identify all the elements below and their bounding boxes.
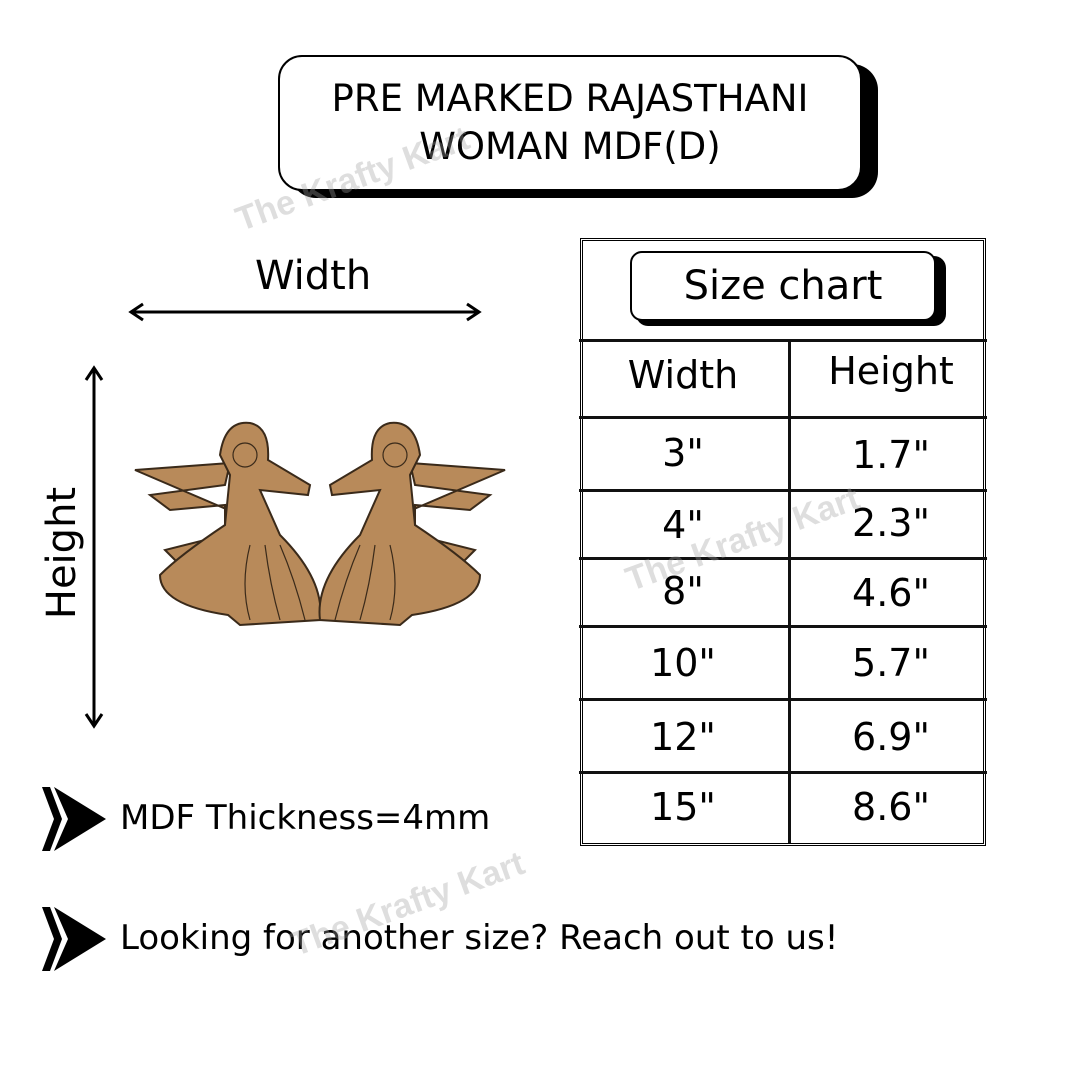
title-line-2: WOMAN MDF(D) [419, 125, 721, 168]
height-cell: 5.7" [852, 641, 930, 685]
width-label: Width [255, 253, 372, 299]
column-header-height: Height [828, 349, 954, 393]
width-cell: 10" [650, 641, 716, 685]
width-cell: 8" [662, 569, 704, 613]
height-arrow-icon [84, 365, 104, 729]
double-chevron-arrow-icon [42, 907, 106, 971]
title-line-1: PRE MARKED RAJASTHANI [331, 77, 809, 120]
size-chart-table: Width Height 3" 1.7" 4" 2.3" 8" 4.6" 10" 5.7… [579, 238, 987, 846]
double-chevron-arrow-icon [42, 787, 106, 851]
height-cell: 6.9" [852, 715, 930, 759]
height-cell: 1.7" [852, 433, 930, 477]
size-chart-title: Size chart [630, 251, 936, 321]
contact-text: Looking for another size? Reach out to u… [120, 918, 839, 958]
width-cell: 3" [662, 431, 704, 475]
width-cell: 4" [662, 503, 704, 547]
width-arrow-icon [128, 302, 482, 322]
height-cell: 4.6" [852, 571, 930, 615]
width-cell: 15" [650, 785, 716, 829]
height-cell: 8.6" [852, 785, 930, 829]
thickness-text: MDF Thickness=4mm [120, 798, 491, 838]
height-cell: 2.3" [852, 501, 930, 545]
width-cell: 12" [650, 715, 716, 759]
height-label: Height [39, 486, 85, 620]
title-box: PRE MARKED RAJASTHANI WOMAN MDF(D) [278, 55, 862, 191]
column-header-width: Width [627, 353, 739, 397]
rajasthani-women-mdf-image [134, 421, 506, 627]
